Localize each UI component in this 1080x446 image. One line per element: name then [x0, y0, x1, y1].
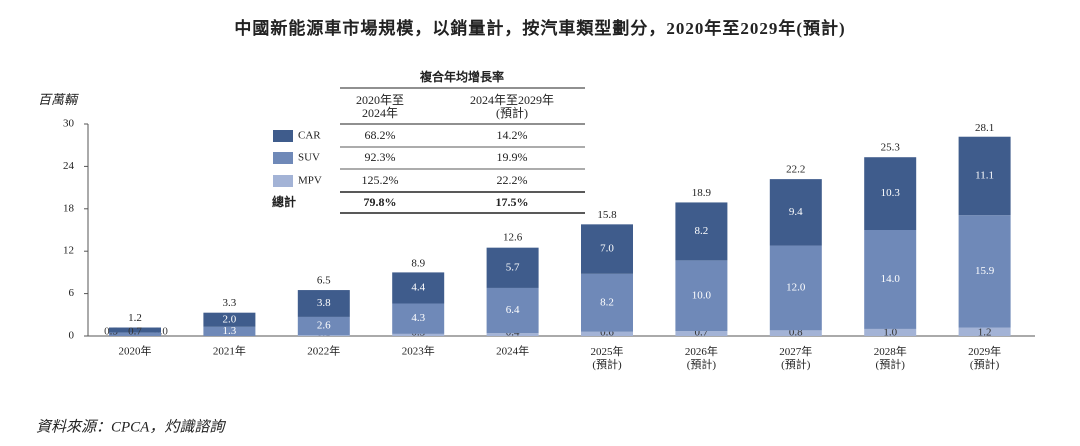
table-cell: 22.2%	[497, 173, 528, 187]
total-label: 28.1	[975, 122, 994, 134]
bar-segment	[109, 327, 161, 333]
table-total-cell: 17.5%	[496, 195, 529, 209]
bar-segment	[675, 202, 728, 261]
total-label: 6.5	[317, 275, 331, 287]
total-label: 22.2	[786, 164, 805, 176]
bar-segment	[297, 290, 350, 317]
bar-segment	[392, 272, 445, 304]
total-label: 15.8	[597, 209, 617, 221]
legend-label: CAR	[298, 130, 321, 142]
total-label: 25.3	[881, 142, 901, 154]
x-tick-label: 2029年(預計)	[968, 344, 1001, 371]
y-tick-label: 0	[69, 330, 75, 342]
x-tick-label: 2024年	[496, 344, 529, 358]
x-tick-label: 2025年(預計)	[591, 344, 624, 371]
value-label: 1.3	[223, 325, 237, 337]
x-tick-label: 2020年	[119, 344, 152, 358]
bar-segment	[297, 316, 350, 336]
bar-segment	[486, 247, 539, 288]
x-tick-label: 2023年	[402, 344, 435, 358]
value-label: 8.2	[600, 296, 614, 308]
value-label: 14.0	[881, 273, 901, 285]
table-cell: 68.2%	[365, 128, 396, 142]
bar-segment	[769, 245, 822, 331]
value-label: 2.0	[223, 313, 237, 325]
bar-segment	[675, 260, 728, 332]
bar-segment	[486, 333, 539, 336]
bar-segment	[769, 179, 822, 246]
value-label: 3.8	[317, 297, 331, 309]
legend-swatch	[273, 130, 293, 142]
y-tick-label: 30	[63, 118, 75, 130]
chart-title: 中國新能源車市場規模，以銷量計，按汽車類型劃分，2020年至2029年(預計)	[234, 18, 845, 38]
value-label: 2.6	[317, 320, 331, 332]
value-label: 10.3	[881, 187, 901, 199]
total-label: 3.3	[223, 297, 237, 309]
value-label: 15.9	[975, 265, 995, 277]
table-cell: 14.2%	[497, 128, 528, 142]
bar-segment	[297, 335, 350, 336]
value-label: 7.0	[600, 243, 614, 255]
y-tick-label: 6	[69, 287, 75, 299]
value-label: 1.0	[883, 327, 897, 339]
value-label: 0.7	[128, 326, 142, 338]
bar-segment	[675, 331, 728, 336]
value-label: 9.4	[789, 206, 803, 218]
table-title: 複合年均增長率	[419, 69, 504, 84]
total-label: 18.9	[692, 187, 712, 199]
bar-segment	[392, 303, 445, 334]
bar-segment	[109, 332, 161, 336]
table-column-header: 2024年至2029年(預計)	[470, 93, 554, 120]
table-cell: 125.2%	[362, 173, 399, 187]
bar-segment	[864, 328, 917, 336]
bar-segment	[958, 327, 1011, 336]
source: 資料來源：CPCA，灼識諮詢	[36, 418, 226, 435]
legend-swatch	[273, 175, 293, 187]
total-label: 1.2	[128, 312, 142, 324]
bar-segment	[203, 326, 256, 336]
bar-segment	[864, 230, 917, 329]
value-label: 8.2	[695, 225, 709, 237]
bar-segment	[769, 330, 822, 336]
bar-segment	[958, 215, 1011, 328]
bar-segment	[486, 287, 539, 334]
value-label: 6.4	[506, 304, 520, 316]
table-total-label: 總計	[272, 194, 296, 209]
bar-segment	[958, 136, 1011, 216]
y-tick-label: 12	[63, 245, 74, 257]
table-total-cell: 79.8%	[364, 195, 397, 209]
value-label: 5.7	[506, 261, 520, 273]
value-label: 11.1	[975, 169, 994, 181]
bar-segment	[581, 273, 633, 332]
x-tick-label: 2026年(預計)	[685, 344, 718, 371]
bar-segment	[581, 224, 633, 274]
legend-swatch	[273, 152, 293, 164]
y-tick-label: 24	[63, 160, 75, 172]
legend-label: MPV	[298, 175, 322, 187]
value-label: 1.2	[978, 327, 992, 339]
table-cell: 92.3%	[365, 150, 396, 164]
total-label: 8.9	[411, 258, 425, 270]
bar-segment	[392, 333, 445, 336]
value-label: 12.0	[786, 281, 806, 293]
table-cell: 19.9%	[497, 150, 528, 164]
x-tick-label: 2021年	[213, 344, 246, 358]
x-tick-label: 2022年	[307, 344, 340, 358]
value-label: 4.4	[411, 281, 425, 293]
value-label: 4.3	[411, 312, 425, 324]
bar-segment	[203, 312, 256, 327]
bar-segment	[581, 331, 633, 336]
value-label: 10.0	[692, 289, 712, 301]
y-tick-label: 18	[63, 202, 75, 214]
bar-segment	[864, 157, 917, 230]
total-label: 12.6	[503, 231, 523, 243]
legend-label: SUV	[298, 152, 320, 164]
table-column-header: 2020年至 2024年	[356, 93, 404, 120]
y-axis-label: 百萬輛	[38, 92, 79, 107]
x-tick-label: 2027年(預計)	[779, 344, 812, 371]
x-tick-label: 2028年(預計)	[874, 344, 907, 371]
